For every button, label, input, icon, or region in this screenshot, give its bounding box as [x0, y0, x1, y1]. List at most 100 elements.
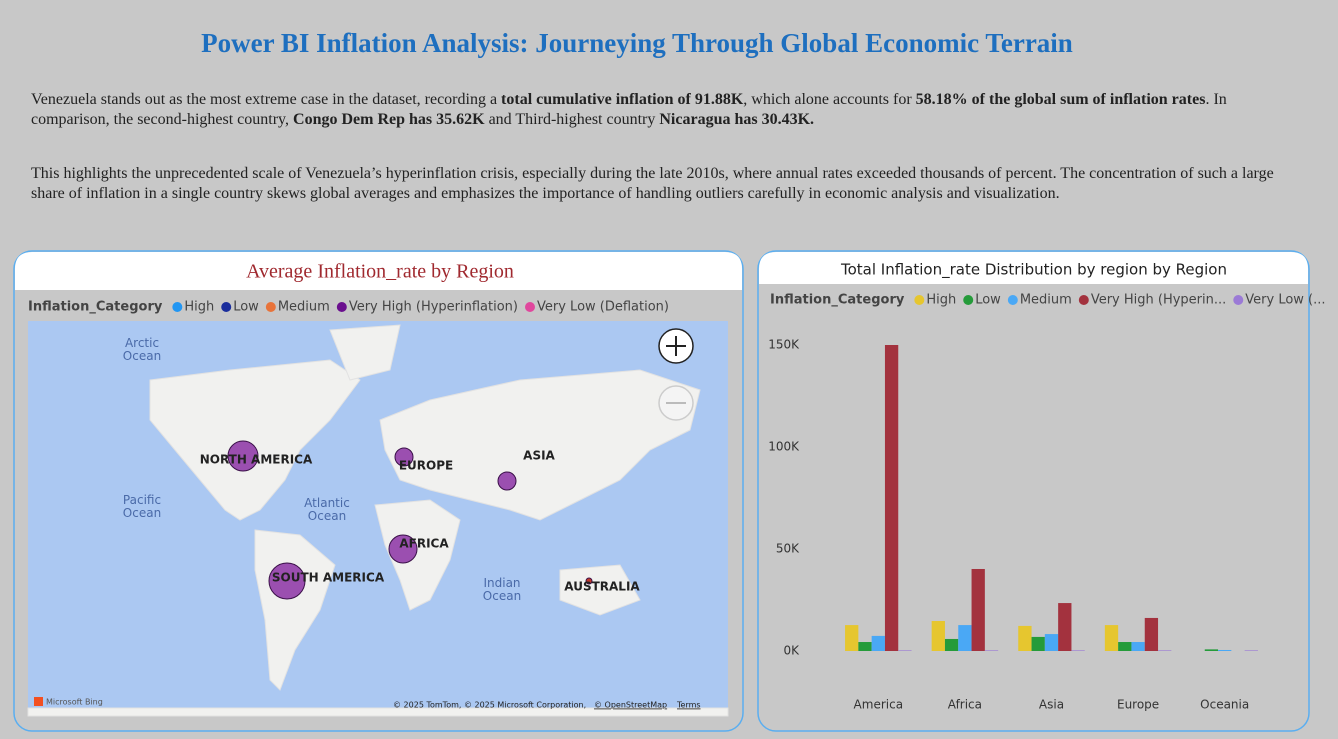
ocean-labels: Arctic Ocean Pacific Ocean Atlantic Ocea…: [122, 337, 522, 603]
land: [27, 324, 729, 717]
y-tick-label: 50K: [776, 542, 800, 556]
region-label: AUSTRALIA: [564, 580, 640, 594]
text: , which alone accounts for: [743, 91, 916, 108]
text: . In comparison, the second-highest coun…: [31, 91, 1227, 128]
legend-marker: [525, 302, 535, 312]
bar: [1104, 625, 1119, 651]
bar: [944, 638, 959, 651]
region-label: NORTH AMERICA: [200, 453, 313, 467]
region-label: SOUTH AMERICA: [272, 571, 385, 585]
bubble: [388, 534, 418, 564]
attribution: Microsoft Bing: [46, 698, 103, 707]
bar: [845, 625, 859, 651]
ocean-label: Pacific Ocean: [122, 494, 162, 520]
legend-label: Low: [975, 293, 1001, 308]
y-tick-label: 150K: [768, 338, 800, 352]
bar: [1058, 603, 1072, 651]
bar: [898, 650, 912, 651]
paragraph: This highlights the unprecedented scale …: [31, 164, 1301, 204]
bubble: [268, 562, 306, 600]
bar: [1031, 636, 1045, 651]
bar: [871, 635, 885, 651]
legend-marker: [265, 302, 276, 312]
bar: [1218, 649, 1232, 651]
x-tick-label: Europe: [1117, 698, 1159, 712]
bar: [884, 345, 899, 651]
bubble: [394, 447, 414, 467]
y-tick-label: 0K: [783, 644, 800, 658]
chart-title: Total Inflation_rate Distribution by reg…: [840, 261, 1227, 280]
legend-marker: [1007, 295, 1018, 305]
bar: [971, 568, 985, 651]
bar: [984, 650, 999, 651]
chart-panel: [757, 250, 1310, 732]
page-title: Power BI Inflation Analysis: Journeying …: [201, 28, 1073, 58]
x-tick-label: America: [854, 698, 904, 712]
bubble: [227, 440, 259, 472]
legend-marker: [336, 302, 347, 312]
legend-label: Very Low (...: [1245, 293, 1325, 308]
bubble: [585, 577, 593, 585]
x-tick-label: Asia: [1039, 698, 1064, 712]
legend-marker: [1078, 295, 1089, 305]
bar: [858, 642, 872, 651]
zoom-in-icon: [666, 336, 686, 356]
x-tick-label: Africa: [948, 698, 982, 712]
attribution-link[interactable]: Terms: [676, 701, 701, 710]
map-legend: Inflation_Category High Low Medium Very High…: [28, 300, 669, 315]
bar: [1044, 634, 1059, 651]
legend-label: High: [926, 293, 956, 308]
region-label: AFRICA: [399, 537, 449, 551]
legend-label: Medium: [1020, 293, 1072, 308]
text: Nicaragua has 30.43K.: [659, 111, 815, 128]
bar: [1018, 625, 1032, 651]
bar: [1204, 649, 1219, 651]
y-tick-label: 100K: [768, 440, 800, 454]
attribution: © 2025 TomTom, © 2025 Microsoft Corporat…: [393, 701, 586, 710]
text: 58.18% of the global sum of inflation ra…: [915, 91, 1206, 108]
chart-legend: Inflation_Category High Low Medium Very High…: [770, 293, 1326, 308]
ocean-label: Indian Ocean: [482, 577, 522, 603]
legend-label: High: [184, 300, 214, 315]
bar: [1158, 650, 1172, 651]
bar: [1071, 650, 1085, 651]
legend-label: Low: [233, 300, 259, 315]
text: Congo Dem Rep has 35.62K: [293, 111, 485, 128]
region-label: EUROPE: [399, 459, 453, 473]
legend-label: Medium: [278, 300, 330, 315]
map-title: Average Inflation_rate by Region: [246, 261, 514, 283]
paragraph: Venezuela stands out as the most extreme…: [31, 90, 1301, 130]
bar: [1131, 642, 1145, 651]
panel-header: [15, 252, 742, 290]
bar: [1118, 642, 1132, 651]
legend-marker: [1233, 295, 1244, 305]
text: Venezuela stands out as the most extreme…: [31, 91, 502, 108]
legend-label: Very Low (Deflation): [537, 300, 669, 315]
zoom-controls: [658, 328, 694, 421]
map-bubbles: [227, 440, 593, 600]
bing-logo: [34, 697, 43, 706]
attribution-link[interactable]: © OpenStreetMap: [594, 701, 667, 710]
legend-label: Very High (Hyperinflation): [349, 300, 518, 315]
legend-marker: [221, 302, 232, 312]
legend-marker: [963, 295, 974, 305]
text: This highlights the unprecedented scale …: [31, 165, 1274, 202]
panel-header: [759, 252, 1308, 284]
bubble: [497, 471, 517, 491]
legend-label: Very High (Hyperin...: [1091, 293, 1226, 308]
bar: [1244, 650, 1258, 651]
ocean-label: Atlantic Ocean: [304, 497, 350, 523]
bar: [1144, 617, 1159, 651]
ocean-label: Arctic Ocean: [122, 337, 162, 363]
legend-marker: [914, 295, 925, 305]
legend-title: Inflation_Category: [770, 293, 905, 308]
bar: [958, 625, 972, 651]
legend-marker: [172, 302, 183, 312]
bar: [931, 621, 945, 651]
text: total cumulative inflation of 91.88K: [501, 91, 744, 108]
text: and Third-highest country: [484, 111, 660, 128]
legend-title: Inflation_Category: [28, 300, 163, 315]
x-tick-label: Oceania: [1200, 698, 1249, 712]
